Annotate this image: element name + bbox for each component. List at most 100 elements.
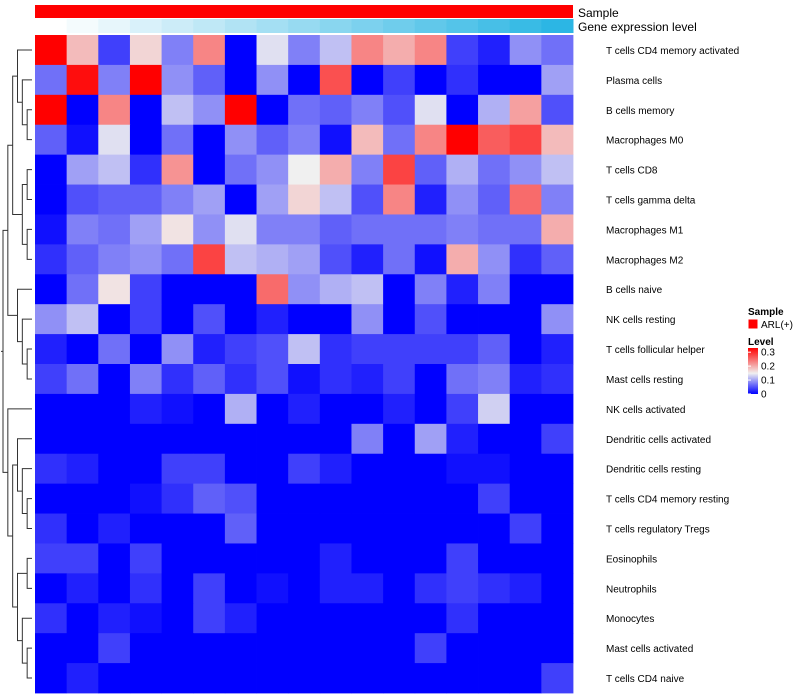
heatmap-cell bbox=[509, 244, 542, 275]
heatmap-cell bbox=[224, 453, 257, 485]
heatmap-cell bbox=[161, 453, 194, 485]
row-label: Neutrophils bbox=[606, 584, 657, 595]
heatmap-cell bbox=[351, 124, 384, 156]
heatmap-cell bbox=[224, 543, 257, 574]
heatmap-cell bbox=[193, 663, 226, 694]
heatmap-cell bbox=[98, 543, 131, 574]
heatmap-cell bbox=[446, 154, 479, 185]
heatmap-cell bbox=[35, 214, 68, 245]
annotation-expression-cell bbox=[288, 19, 321, 33]
heatmap-cell bbox=[224, 663, 257, 694]
heatmap-cell bbox=[193, 35, 226, 66]
heatmap-cell bbox=[541, 603, 574, 634]
heatmap-cell bbox=[66, 483, 99, 514]
heatmap-cell bbox=[414, 423, 447, 455]
heatmap-cell bbox=[383, 334, 416, 365]
heatmap-cell bbox=[256, 543, 289, 574]
annotation-expression-cell bbox=[98, 19, 131, 33]
heatmap-cell bbox=[509, 274, 542, 305]
heatmap-cell bbox=[319, 184, 352, 215]
heatmap-cell bbox=[541, 543, 574, 574]
heatmap-cell bbox=[541, 483, 574, 514]
heatmap-cell bbox=[446, 94, 479, 126]
heatmap-cell bbox=[319, 513, 352, 544]
annotation-expression-cell bbox=[351, 19, 384, 33]
heatmap-cells bbox=[35, 35, 574, 694]
heatmap-cell bbox=[288, 214, 321, 245]
heatmap-cell bbox=[224, 184, 257, 215]
annotation-expression-cell bbox=[319, 19, 352, 33]
legend-tick-label: 0.3 bbox=[761, 348, 775, 359]
heatmap-cell bbox=[224, 244, 257, 275]
heatmap-cell bbox=[35, 244, 68, 275]
heatmap-cell bbox=[509, 124, 542, 156]
heatmap-cell bbox=[98, 364, 131, 395]
heatmap-cell bbox=[224, 304, 257, 335]
heatmap-cell bbox=[161, 154, 194, 185]
heatmap-cell bbox=[66, 154, 99, 185]
heatmap-cell bbox=[319, 35, 352, 66]
heatmap-cell bbox=[35, 483, 68, 514]
heatmap-cell bbox=[478, 64, 511, 96]
heatmap-cell bbox=[224, 214, 257, 245]
heatmap-cell bbox=[66, 94, 99, 126]
heatmap-cell bbox=[224, 633, 257, 664]
heatmap-cell bbox=[35, 423, 68, 455]
heatmap-cell bbox=[383, 35, 416, 66]
heatmap-cell bbox=[414, 453, 447, 485]
heatmap-cell bbox=[414, 94, 447, 126]
heatmap-cell bbox=[351, 393, 384, 425]
annotation-sample-bar bbox=[35, 5, 573, 18]
heatmap-cell bbox=[161, 543, 194, 574]
heatmap-cell bbox=[351, 543, 384, 574]
heatmap-cell bbox=[224, 573, 257, 604]
heatmap-cell bbox=[256, 603, 289, 634]
row-dendrogram bbox=[1, 49, 32, 679]
heatmap-cell bbox=[66, 214, 99, 245]
heatmap-cell bbox=[256, 274, 289, 305]
heatmap-cell bbox=[35, 154, 68, 185]
heatmap-cell bbox=[319, 304, 352, 335]
heatmap-cell bbox=[224, 64, 257, 96]
heatmap-cell bbox=[129, 304, 162, 335]
heatmap-cell bbox=[256, 633, 289, 664]
heatmap-cell bbox=[129, 334, 162, 365]
row-label: T cells CD4 naive bbox=[606, 674, 685, 685]
heatmap-cell bbox=[509, 423, 542, 455]
heatmap-cell bbox=[383, 603, 416, 634]
heatmap-cell bbox=[414, 214, 447, 245]
heatmap-cell bbox=[414, 184, 447, 215]
heatmap-cell bbox=[98, 304, 131, 335]
heatmap-cell bbox=[66, 453, 99, 485]
heatmap-cell bbox=[288, 244, 321, 275]
heatmap-cell bbox=[288, 513, 321, 544]
heatmap-cell bbox=[224, 513, 257, 544]
heatmap-cell bbox=[35, 513, 68, 544]
heatmap-cell bbox=[129, 573, 162, 604]
heatmap-cell bbox=[98, 483, 131, 514]
heatmap-cell bbox=[224, 334, 257, 365]
heatmap-cell bbox=[383, 663, 416, 694]
heatmap-cell bbox=[383, 304, 416, 335]
heatmap-cell bbox=[351, 184, 384, 215]
heatmap-cell bbox=[66, 124, 99, 156]
heatmap-cell bbox=[509, 35, 542, 66]
annotation-expression-cell bbox=[66, 19, 99, 33]
heatmap-cell bbox=[478, 483, 511, 514]
heatmap-cell bbox=[35, 573, 68, 604]
dendrogram-branch bbox=[21, 184, 28, 245]
heatmap-cell bbox=[446, 35, 479, 66]
heatmap-cell bbox=[98, 663, 131, 694]
heatmap-cell bbox=[193, 543, 226, 574]
annotation-expression-cell bbox=[193, 19, 226, 33]
heatmap-cell bbox=[256, 304, 289, 335]
heatmap-cell bbox=[193, 64, 226, 96]
annotation-expression-cell bbox=[414, 19, 447, 33]
heatmap-cell bbox=[478, 274, 511, 305]
heatmap-cell bbox=[288, 663, 321, 694]
heatmap-cell bbox=[446, 423, 479, 455]
heatmap-cell bbox=[319, 483, 352, 514]
heatmap-cell bbox=[541, 663, 574, 694]
heatmap-cell bbox=[288, 154, 321, 185]
heatmap-cell bbox=[35, 334, 68, 365]
